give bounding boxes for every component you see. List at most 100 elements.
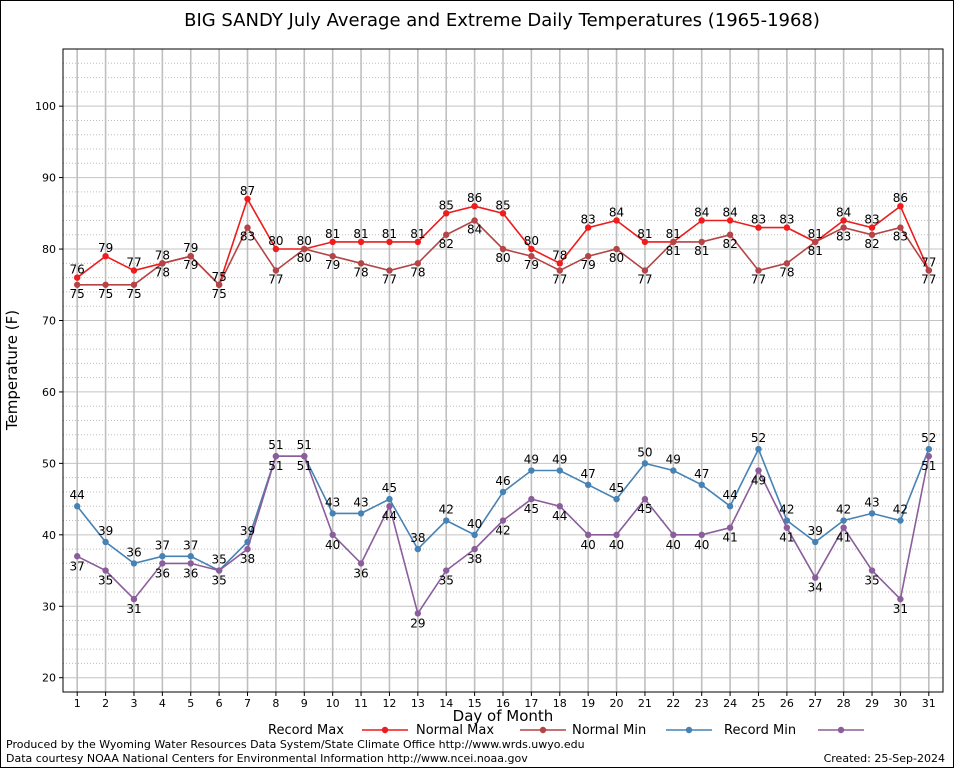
x-tick-label: 9 (301, 697, 308, 710)
record-max-point (102, 252, 109, 260)
normal-min-point (73, 503, 81, 510)
normal-min-point (868, 510, 876, 517)
legend-label-normal-max: Normal Max (416, 723, 494, 738)
y-tick-label: 70 (42, 314, 56, 327)
normal-min-value-label: 51 (297, 438, 312, 452)
record-min-point (556, 503, 563, 510)
record-max-value-label: 85 (495, 198, 510, 212)
record-min-value-label: 36 (155, 566, 170, 580)
y-tick-label: 50 (42, 457, 56, 470)
x-tick-label: 7 (244, 697, 251, 710)
record-min-value-label: 35 (439, 574, 454, 588)
normal-min-value-label: 42 (836, 503, 851, 517)
record-min-point (584, 531, 592, 539)
record-max-point (414, 238, 422, 246)
normal-max-value-label: 78 (779, 265, 794, 279)
normal-max-point (670, 238, 677, 246)
normal-max-point (840, 224, 847, 231)
record-min-point (357, 560, 365, 567)
record-max-value-label: 81 (666, 227, 681, 241)
record-min-value-label: 45 (524, 502, 539, 516)
record-max-value-label: 79 (98, 241, 113, 255)
normal-min-value-label: 46 (495, 474, 510, 488)
normal-min-value-label: 43 (864, 495, 879, 509)
normal-max-point (641, 267, 649, 274)
normal-max-point (301, 245, 308, 253)
normal-max-value-label: 77 (382, 272, 397, 286)
normal-max-point (159, 260, 166, 267)
normal-max-point (584, 252, 592, 260)
record-max-point (528, 245, 535, 253)
x-tick-label: 30 (893, 697, 907, 710)
record-min-point (215, 567, 223, 574)
record-min-point (443, 567, 450, 574)
normal-max-value-label: 75 (211, 287, 226, 301)
record-min-point (244, 545, 251, 553)
normal-min-value-label: 40 (467, 517, 482, 531)
normal-min-value-label: 44 (70, 488, 85, 502)
normal-min-value-label: 49 (552, 453, 567, 467)
normal-min-point (783, 517, 791, 524)
record-min-point (187, 560, 194, 567)
record-min-point (130, 595, 138, 603)
x-tick-label: 4 (159, 697, 166, 710)
normal-max-point (897, 224, 904, 231)
record-min-point (897, 595, 904, 603)
record-max-point (73, 274, 81, 281)
record-max-value-label: 85 (439, 198, 454, 212)
record-max-point (272, 245, 280, 253)
normal-max-value-label: 82 (439, 237, 454, 251)
normal-max-value-label: 78 (410, 265, 425, 279)
normal-min-point (499, 488, 507, 496)
record-max-value-label: 80 (524, 234, 539, 248)
record-min-value-label: 40 (694, 538, 709, 552)
record-max-value-label: 78 (552, 248, 567, 262)
normal-min-value-label: 52 (751, 431, 766, 445)
normal-min-value-label: 42 (439, 503, 454, 517)
legend-marker-normal-min (685, 726, 693, 734)
record-min-point (698, 531, 705, 539)
y-tick-label: 100 (35, 100, 56, 113)
normal-min-point (187, 553, 194, 560)
x-tick-label: 26 (780, 697, 794, 710)
normal-max-value-label: 81 (666, 244, 681, 258)
x-tick-label: 3 (130, 697, 137, 710)
normal-min-point (613, 495, 620, 503)
normal-max-point (556, 267, 563, 274)
record-min-point (102, 567, 109, 574)
normal-min-value-label: 47 (581, 467, 596, 481)
normal-max-value-label: 75 (70, 287, 85, 301)
legend: Record Max Normal Max Normal Min Record Min (268, 723, 864, 738)
record-max-value-label: 86 (467, 191, 482, 205)
legend-marker-normal-max (539, 726, 547, 734)
normal-min-point (897, 517, 904, 524)
x-tick-label: 12 (382, 697, 396, 710)
record-max-point (868, 224, 876, 231)
record-max-value-label: 84 (836, 205, 851, 219)
normal-max-point (698, 238, 705, 246)
x-tick-label: 20 (610, 697, 624, 710)
record-min-value-label: 44 (552, 509, 567, 523)
record-min-value-label: 36 (183, 566, 198, 580)
record-max-value-label: 84 (694, 205, 709, 219)
normal-max-point (386, 267, 393, 274)
normal-max-value-label: 81 (808, 244, 823, 258)
record-min-value-label: 51 (921, 459, 936, 473)
record-max-value-label: 81 (382, 227, 397, 241)
record-max-value-label: 83 (581, 213, 596, 227)
x-tick-label: 24 (723, 697, 737, 710)
record-min-value-label: 40 (609, 538, 624, 552)
record-min-value-label: 35 (864, 574, 879, 588)
normal-min-point (386, 495, 393, 503)
chart-title: BIG SANDY July Average and Extreme Daily… (184, 10, 820, 31)
record-max-value-label: 80 (297, 234, 312, 248)
normal-max-value-label: 80 (609, 251, 624, 265)
legend-label-record-min: Record Min (724, 723, 796, 738)
record-min-value-label: 35 (211, 574, 226, 588)
record-max-value-label: 79 (183, 241, 198, 255)
normal-min-point (670, 467, 677, 474)
record-max-point (698, 217, 705, 224)
normal-max-point (925, 267, 933, 274)
normal-min-value-label: 38 (410, 531, 425, 545)
